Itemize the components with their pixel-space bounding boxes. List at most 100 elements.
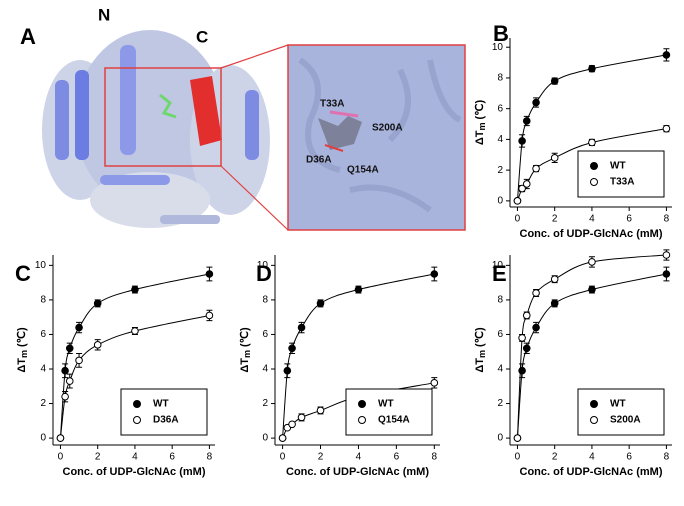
data-point [662, 124, 671, 133]
residue-label: S200A [372, 123, 403, 134]
y-axis-label-main: ΔT [474, 358, 486, 373]
legend-marker [133, 400, 141, 408]
x-tick-label: 4 [132, 452, 138, 463]
data-point [316, 299, 325, 308]
legend-marker [590, 400, 598, 408]
terminus-label: N [98, 5, 110, 24]
data-point [588, 258, 596, 266]
y-tick-label: 8 [497, 295, 503, 306]
data-point [532, 98, 540, 107]
panel-label: B [493, 21, 509, 46]
legend-box [577, 150, 665, 198]
x-tick-label: 6 [169, 452, 175, 463]
data-point [61, 366, 69, 375]
terminus-label: C [196, 27, 208, 46]
x-tick-label: 6 [626, 214, 632, 225]
data-point [93, 299, 102, 308]
data-point [550, 77, 559, 85]
x-tick-label: 8 [664, 452, 670, 463]
y-axis-label-unit: (℃) [16, 327, 28, 347]
y-axis-label: ΔTm (℃) [239, 327, 252, 373]
legend-box [120, 388, 208, 436]
x-axis-label: Conc. of UDP-GlcNAc (mM) [520, 228, 663, 240]
y-axis-label-sub: m [477, 350, 487, 358]
x-tick-label: 2 [95, 452, 101, 463]
panel-label: D [256, 261, 272, 286]
y-tick-label: 6 [497, 329, 503, 340]
y-axis-label-unit: (℃) [239, 327, 251, 347]
data-point [430, 379, 439, 387]
data-point [588, 138, 596, 147]
y-axis-label-sub: m [19, 350, 29, 358]
y-axis-label-main: ΔT [474, 130, 486, 145]
y-tick-label: 4 [262, 364, 268, 375]
data-point [65, 377, 74, 385]
data-point [588, 64, 596, 73]
y-tick-label: 10 [492, 42, 504, 53]
legend-label: Q154A [378, 415, 410, 426]
x-tick-label: 8 [432, 452, 438, 463]
y-tick-label: 6 [40, 329, 46, 340]
legend-marker [358, 400, 366, 408]
data-point [518, 366, 526, 375]
y-axis-label-unit: (℃) [474, 327, 486, 347]
y-tick-label: 8 [262, 295, 268, 306]
x-tick-label: 2 [552, 214, 558, 225]
y-axis-label-main: ΔT [239, 358, 251, 373]
data-point [131, 285, 139, 294]
y-tick-label: 4 [497, 364, 503, 375]
data-point [518, 184, 526, 193]
y-tick-label: 4 [497, 134, 503, 145]
data-point [532, 164, 540, 173]
y-tick-label: 2 [497, 398, 503, 409]
x-tick-label: 8 [664, 214, 670, 225]
legend-box [345, 388, 433, 436]
legend-marker [590, 416, 598, 424]
x-tick-label: 6 [394, 452, 400, 463]
y-axis-label-main: ΔT [16, 358, 28, 373]
y-tick-label: 10 [35, 260, 47, 271]
data-point [522, 117, 531, 125]
x-tick-label: 0 [515, 452, 521, 463]
panel-label: A [20, 24, 36, 49]
y-tick-label: 0 [40, 433, 46, 444]
data-point [518, 137, 526, 145]
data-point [513, 197, 522, 205]
residue-label: D36A [306, 155, 332, 166]
data-point [532, 323, 540, 332]
y-tick-label: 10 [492, 260, 504, 271]
legend-box [577, 388, 665, 436]
legend-label: WT [610, 161, 626, 172]
panel-label: C [15, 261, 31, 286]
x-axis-label: Conc. of UDP-GlcNAc (mM) [286, 466, 429, 478]
data-point [518, 334, 526, 342]
legend-label: T33A [610, 177, 634, 188]
data-point [75, 356, 83, 365]
data-point [550, 275, 559, 283]
y-axis-label: ΔTm (℃) [474, 327, 487, 373]
x-tick-label: 4 [589, 214, 595, 225]
x-tick-label: 0 [58, 452, 64, 463]
data-point [662, 270, 671, 278]
legend-label: S200A [610, 415, 641, 426]
data-point [430, 270, 439, 278]
y-axis-label-unit: (℃) [474, 99, 486, 119]
y-tick-label: 6 [497, 103, 503, 114]
y-axis-label: ΔTm (℃) [474, 99, 487, 145]
data-point [288, 344, 296, 353]
x-axis-label: Conc. of UDP-GlcNAc (mM) [520, 466, 663, 478]
x-tick-label: 2 [552, 452, 558, 463]
x-tick-label: 8 [207, 452, 213, 463]
legend-label: WT [610, 399, 626, 410]
data-point [278, 434, 287, 442]
data-point [354, 285, 363, 294]
legend-label: WT [378, 399, 394, 410]
y-tick-label: 10 [257, 260, 269, 271]
legend-marker [133, 416, 141, 424]
data-point [297, 413, 306, 422]
data-point [522, 344, 531, 353]
y-axis-label-sub: m [477, 123, 487, 131]
